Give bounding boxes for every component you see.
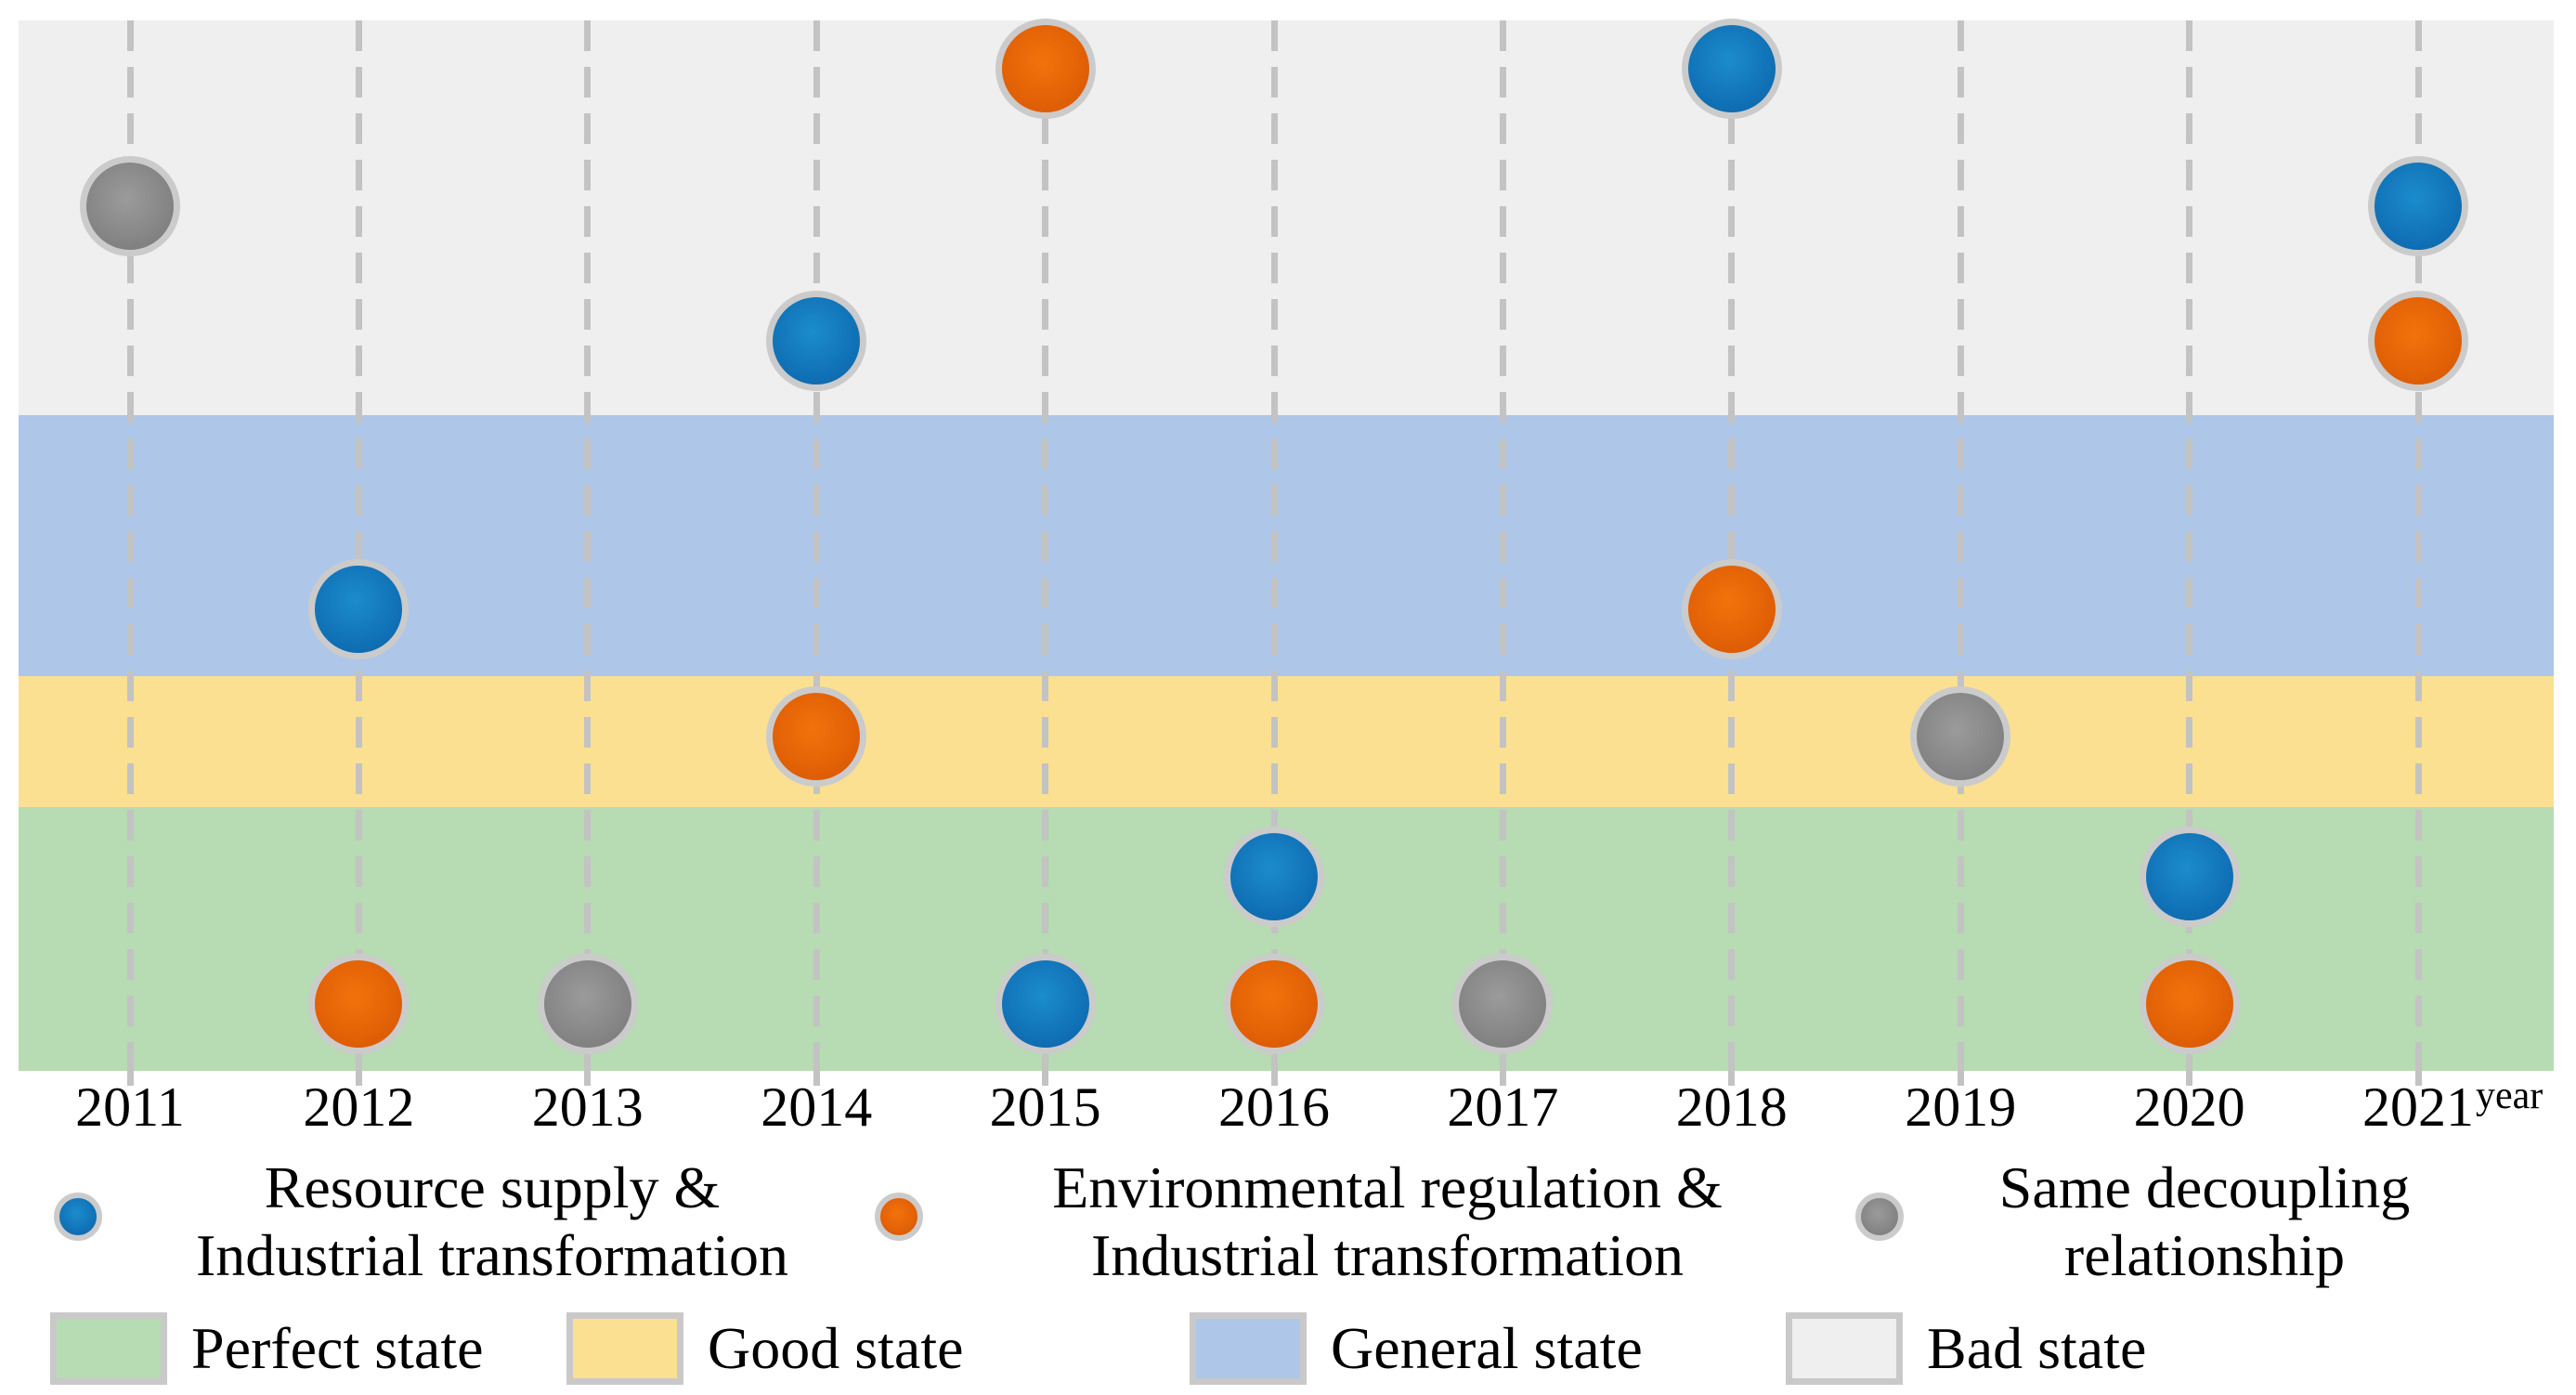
data-point-same-2011 — [80, 156, 180, 257]
axis-tick-2013 — [584, 1071, 592, 1086]
x-axis-label-2014: 2014 — [761, 1076, 873, 1138]
legend-state-label: Good state — [708, 1315, 964, 1381]
axis-tick-2015 — [1042, 1071, 1049, 1086]
legend-series-label-line1: Same decoupling — [1998, 1154, 2411, 1220]
gridline-2015 — [1042, 20, 1049, 1071]
x-axis-label-2015: 2015 — [989, 1076, 1101, 1138]
legend-state-label: General state — [1331, 1315, 1643, 1381]
data-point-environment-2015 — [995, 19, 1096, 120]
data-point-environment-2016 — [1224, 953, 1324, 1054]
axis-tick-2012 — [355, 1071, 362, 1086]
legend-series-marker-orange-icon — [875, 1193, 923, 1241]
legend-series-label-line1: Resource supply & — [264, 1154, 721, 1220]
data-point-same-2019 — [1910, 686, 2011, 788]
gridline-2013 — [584, 20, 592, 1071]
axis-tick-2019 — [1957, 1071, 1964, 1086]
gridline-2018 — [1728, 20, 1736, 1071]
data-point-environment-2020 — [2139, 953, 2240, 1054]
legend-state-label: Bad state — [1927, 1315, 2147, 1381]
data-point-environment-2012 — [308, 953, 410, 1054]
legend-state-swatch-icon — [50, 1312, 167, 1385]
x-axis-label-2019: 2019 — [1905, 1076, 2017, 1138]
axis-tick-2018 — [1728, 1071, 1736, 1086]
gridline-2011 — [126, 20, 134, 1071]
legend-series-label-line2: Industrial transformation — [195, 1222, 789, 1288]
legend-series-marker-blue-icon — [54, 1193, 102, 1241]
legend-series-marker-gray-icon — [1855, 1193, 1904, 1241]
x-axis-label-2013: 2013 — [531, 1076, 644, 1138]
x-axis-unit-label: year — [2476, 1075, 2543, 1117]
x-axis-label-2018: 2018 — [1675, 1076, 1788, 1138]
axis-tick-2020 — [2186, 1071, 2193, 1086]
axis-tick-2014 — [813, 1071, 820, 1086]
data-point-environment-2018 — [1681, 559, 1782, 660]
state-band-general — [19, 415, 2554, 676]
x-axis-label-2021: 2021 — [2362, 1076, 2474, 1138]
legend-series-label-3: Same decoupling relationship — [1999, 1154, 2411, 1289]
legend-series-label-1: Resource supply & Industrial transformati… — [196, 1154, 788, 1289]
data-point-resource-2015 — [995, 953, 1096, 1054]
axis-tick-2016 — [1270, 1071, 1278, 1086]
state-band-good — [19, 675, 2554, 808]
state-band-bad — [19, 20, 2554, 416]
data-point-environment-2021 — [2368, 290, 2468, 391]
data-point-resource-2018 — [1681, 19, 1782, 120]
legend-series-label-line2: relationship — [2063, 1222, 2346, 1288]
legend-state-label: Perfect state — [191, 1315, 484, 1381]
legend-state-item-2: Good state — [566, 1311, 964, 1386]
gridline-2021 — [2414, 20, 2422, 1071]
gridline-2012 — [355, 20, 362, 1071]
data-point-resource-2012 — [308, 559, 410, 660]
gridline-2014 — [813, 20, 820, 1071]
x-axis-label-2011: 2011 — [75, 1076, 185, 1138]
x-axis-label-2020: 2020 — [2133, 1076, 2245, 1138]
data-point-resource-2020 — [2139, 826, 2240, 927]
x-axis-label-2012: 2012 — [303, 1076, 415, 1138]
legend-state-swatch-icon — [1786, 1312, 1903, 1385]
data-point-resource-2014 — [766, 290, 867, 391]
data-point-same-2017 — [1452, 953, 1554, 1054]
gridline-2016 — [1270, 20, 1278, 1071]
legend-state-swatch-icon — [566, 1312, 683, 1385]
legend-state-item-3: General state — [1190, 1311, 1643, 1386]
axis-tick-2021 — [2414, 1071, 2422, 1086]
data-point-same-2013 — [537, 953, 638, 1054]
data-point-resource-2021 — [2368, 156, 2468, 257]
gridline-2019 — [1957, 20, 1964, 1071]
axis-tick-2017 — [1499, 1071, 1506, 1086]
legend-state-swatch-icon — [1190, 1312, 1307, 1385]
legend-series-label-2: Environmental regulation & Industrial tra… — [1052, 1154, 1723, 1289]
x-axis-label-2017: 2017 — [1447, 1076, 1559, 1138]
legend-state-item-1: Perfect state — [50, 1311, 484, 1386]
legend-series-label-line1: Environmental regulation & — [1052, 1154, 1723, 1220]
gridline-2017 — [1499, 20, 1506, 1071]
axis-tick-2011 — [126, 1071, 134, 1086]
gridline-2020 — [2186, 20, 2193, 1071]
data-point-environment-2014 — [766, 686, 867, 788]
data-point-resource-2016 — [1224, 826, 1324, 927]
legend-series-label-line2: Industrial transformation — [1090, 1222, 1685, 1288]
legend-state-item-4: Bad state — [1786, 1311, 2146, 1386]
x-axis-label-2016: 2016 — [1218, 1076, 1330, 1138]
